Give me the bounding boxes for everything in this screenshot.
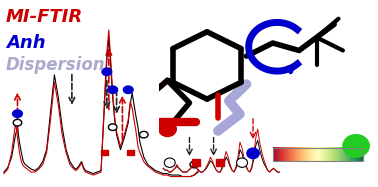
Bar: [192, 159, 200, 166]
Circle shape: [123, 86, 133, 94]
Circle shape: [13, 119, 22, 126]
Circle shape: [159, 122, 176, 137]
Text: MI-FTIR: MI-FTIR: [6, 8, 83, 26]
Circle shape: [139, 131, 148, 138]
Circle shape: [343, 135, 369, 157]
Circle shape: [102, 68, 112, 76]
Bar: [273, 148, 363, 161]
Bar: [216, 159, 224, 166]
Text: Dispersion: Dispersion: [6, 56, 105, 74]
Circle shape: [108, 124, 117, 131]
Circle shape: [12, 110, 22, 117]
Text: Anh: Anh: [6, 34, 45, 52]
Circle shape: [247, 148, 259, 159]
Circle shape: [108, 86, 118, 94]
Circle shape: [137, 92, 154, 107]
Circle shape: [237, 158, 248, 167]
Bar: [127, 150, 134, 155]
Circle shape: [190, 161, 198, 168]
Bar: [101, 150, 108, 155]
Circle shape: [164, 158, 175, 167]
